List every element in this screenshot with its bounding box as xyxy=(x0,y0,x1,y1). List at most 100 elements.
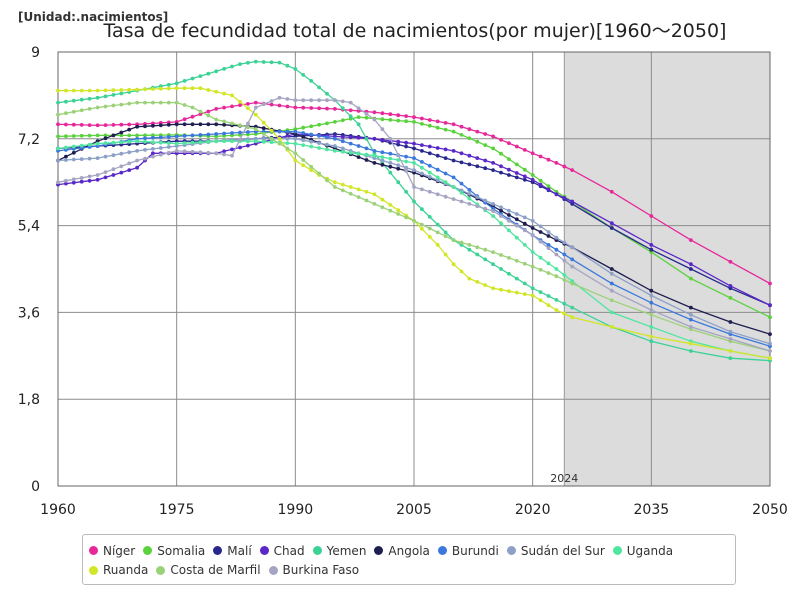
data-point xyxy=(135,100,140,105)
data-point xyxy=(467,243,472,247)
data-point xyxy=(538,224,543,229)
data-point xyxy=(443,194,448,199)
data-point xyxy=(475,139,480,144)
data-point xyxy=(546,187,551,192)
data-point xyxy=(435,230,440,235)
data-point xyxy=(443,147,448,152)
data-point xyxy=(277,141,282,146)
data-point xyxy=(443,234,448,239)
data-point xyxy=(182,149,187,154)
data-point xyxy=(420,222,424,227)
data-point xyxy=(356,151,361,156)
data-point xyxy=(174,81,179,86)
data-point xyxy=(427,175,432,179)
legend-item[interactable]: Yemen xyxy=(312,544,366,558)
data-point xyxy=(253,112,258,117)
legend-label: Malí xyxy=(227,543,252,558)
data-point xyxy=(182,103,187,107)
data-point xyxy=(95,177,100,182)
data-point xyxy=(190,76,195,81)
data-point xyxy=(64,158,68,162)
legend-item[interactable]: Costa de Marfil xyxy=(156,563,261,577)
legend-item[interactable]: Uganda xyxy=(612,544,673,558)
data-point xyxy=(317,106,321,111)
data-point xyxy=(562,240,567,245)
data-point xyxy=(689,238,693,243)
data-point xyxy=(166,100,171,105)
data-point xyxy=(538,298,543,303)
legend-item[interactable]: Malí xyxy=(213,543,252,558)
data-point xyxy=(198,150,203,155)
data-point xyxy=(499,205,503,210)
data-point xyxy=(356,135,361,140)
data-point xyxy=(56,158,60,163)
legend-item[interactable]: Somalia xyxy=(143,544,205,558)
data-point xyxy=(649,247,654,252)
data-point xyxy=(340,135,345,139)
legend-label: Ruanda xyxy=(103,563,149,577)
data-point xyxy=(214,132,219,136)
data-point xyxy=(609,298,614,303)
data-point xyxy=(158,146,163,150)
data-point xyxy=(483,247,488,252)
data-point xyxy=(396,166,401,171)
data-point xyxy=(649,288,654,293)
data-point xyxy=(451,149,456,153)
data-point xyxy=(483,257,488,262)
legend-item[interactable]: Angola xyxy=(374,544,430,558)
legend-item[interactable]: Burkina Faso xyxy=(268,563,359,577)
legend-item[interactable]: Burundi xyxy=(437,544,499,558)
data-point xyxy=(443,121,448,125)
data-point xyxy=(158,86,163,91)
data-point xyxy=(230,104,234,109)
data-point xyxy=(206,109,211,114)
data-point xyxy=(103,170,108,175)
data-point xyxy=(420,165,424,170)
data-point xyxy=(546,246,551,251)
data-point xyxy=(333,98,337,103)
data-point xyxy=(198,86,203,91)
data-point xyxy=(427,151,432,156)
data-point xyxy=(309,106,314,110)
data-point xyxy=(420,143,424,148)
data-point xyxy=(111,153,116,158)
data-point xyxy=(143,148,147,152)
data-point xyxy=(522,177,527,182)
data-point xyxy=(388,208,393,213)
legend-item[interactable]: Níger xyxy=(89,544,135,558)
data-point xyxy=(499,253,503,257)
legend-item[interactable]: Chad xyxy=(259,544,305,558)
data-point xyxy=(158,135,163,140)
data-point xyxy=(261,102,266,107)
data-point xyxy=(483,198,488,203)
data-point xyxy=(79,88,84,93)
data-point xyxy=(562,252,567,257)
data-point xyxy=(64,145,68,150)
data-point xyxy=(475,164,480,169)
data-point xyxy=(491,214,495,218)
data-point xyxy=(435,192,440,197)
data-point xyxy=(79,176,84,180)
data-point xyxy=(609,310,614,315)
data-point xyxy=(87,178,92,183)
data-point xyxy=(412,161,416,165)
data-point xyxy=(372,202,377,206)
data-point xyxy=(119,133,124,138)
data-point xyxy=(127,161,132,166)
data-point xyxy=(649,308,654,312)
legend-item[interactable]: Sudán del Sur xyxy=(506,544,605,558)
data-point xyxy=(689,341,693,346)
legend-item[interactable]: Ruanda xyxy=(89,563,148,577)
data-point xyxy=(538,290,543,294)
data-point xyxy=(689,317,693,322)
data-point xyxy=(530,286,535,291)
data-point xyxy=(246,106,250,111)
data-point xyxy=(388,203,393,207)
data-point xyxy=(728,259,733,264)
data-point xyxy=(459,124,464,129)
data-point xyxy=(554,247,559,252)
data-point xyxy=(459,181,464,186)
data-point xyxy=(95,133,100,138)
data-point xyxy=(87,174,92,179)
data-point xyxy=(222,139,227,144)
